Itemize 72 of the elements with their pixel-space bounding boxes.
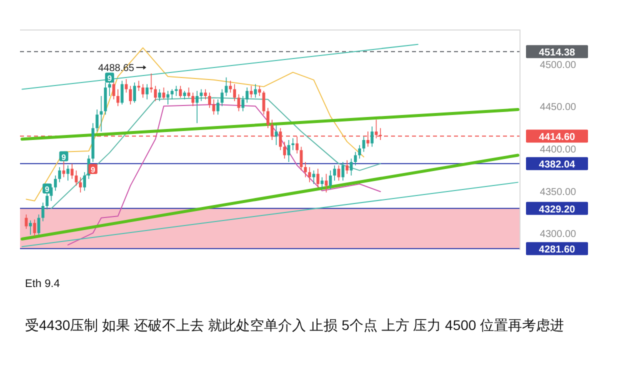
ref-line-label: 4329.20 [538,204,576,216]
candlestick [316,168,320,188]
candlestick [228,80,232,94]
candlestick [41,202,44,222]
candlestick [70,163,74,180]
candlestick [358,144,362,160]
ref-line-label: 4382.04 [538,160,576,171]
candlestick [174,85,178,96]
candlestick [208,92,212,108]
candlestick [266,107,270,129]
candlestick [370,126,374,148]
y-tick-label: 4500.00 [540,60,577,71]
candlestick [191,92,194,107]
candlestick [254,84,257,98]
candlestick [120,80,124,105]
line-series [67,104,381,246]
candlestick [141,84,144,98]
candlestick [54,175,57,192]
candlestick [246,87,249,104]
candlestick [83,172,86,192]
candlestick [354,151,357,166]
candlestick [250,85,253,98]
candlestick [154,85,157,102]
candlestick [146,84,149,100]
text: 受4430压制 如果 还破不上去 就此处空单介入 止损 5个点 上方 压力 4500 位置再考虑进 [25,317,564,333]
candlestick [166,90,170,105]
candlestick [200,88,203,102]
y-tick-label: 4450.00 [540,102,577,114]
y-tick-label: 4400.00 [540,144,577,156]
candlestick [196,90,199,124]
ref-line-label: 4514.38 [538,48,576,59]
line-series [26,47,364,202]
candlestick [204,88,207,100]
candlestick [258,85,262,96]
candlestick [283,141,286,160]
candlestick [96,109,99,132]
candlestick [233,84,236,102]
candlestick [320,176,324,190]
candlestick [341,162,344,182]
y-tick-label: 4300.00 [540,229,577,240]
candlestick [187,87,190,98]
candlestick [78,176,82,193]
candlestick [308,166,312,183]
candlestick [116,88,120,107]
candlestick [28,220,32,236]
candlestick [58,166,62,183]
candlestick [178,85,182,98]
candlestick [170,88,174,100]
candlestick [241,96,244,112]
candlestick [220,88,224,107]
text: Eth 9.4 [25,278,60,290]
annotation: 9 [107,74,112,84]
annotation: 9 [62,152,67,162]
candlestick [291,138,294,151]
candlestick [100,96,103,132]
ref-line-label: 4281.60 [538,244,576,256]
candlestick [333,164,336,182]
y-tick-label: 4350.00 [540,186,577,198]
annotation: 9 [90,166,96,174]
candlestick [33,219,36,237]
candlestick [62,160,66,178]
candlestick [328,170,332,190]
candlestick [158,88,162,102]
ref-line-label: 4414.60 [538,132,576,144]
candlestick [346,160,349,174]
candlestick [128,85,132,105]
candlestick [304,162,307,178]
candlestick [216,98,220,116]
candlestick [133,82,136,104]
annotation: 9 [44,184,50,194]
candlestick [66,164,70,182]
line-series [50,97,381,210]
